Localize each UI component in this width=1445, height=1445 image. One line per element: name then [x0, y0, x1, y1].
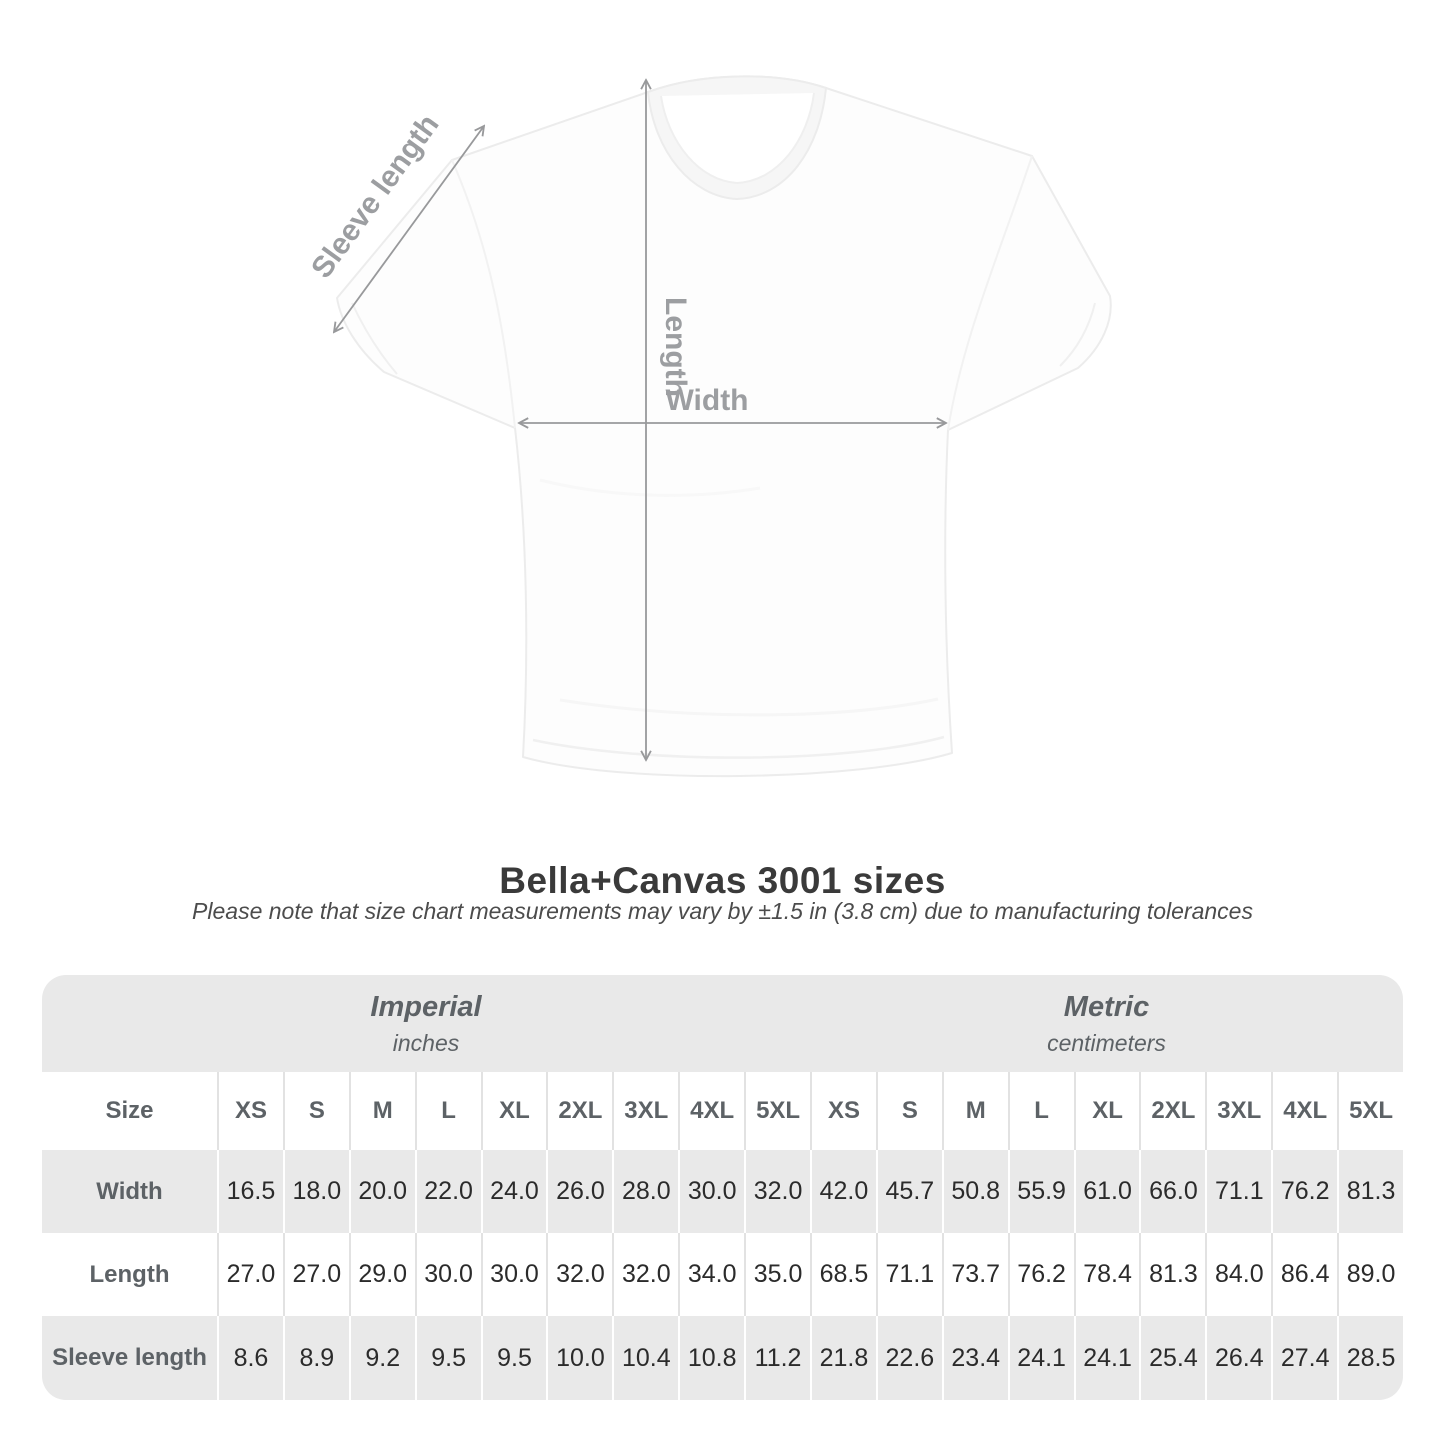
table-rows: Width 16.5 18.0 20.0 22.0 24.0 26.0 28.0 30.0 32.…	[42, 1150, 1403, 1400]
value-cell: 73.7	[941, 1233, 1008, 1316]
value-cell: 9.2	[348, 1316, 415, 1400]
value-cell: 78.4	[1073, 1233, 1140, 1316]
value-cell: 66.0	[1139, 1150, 1205, 1233]
value-cell: 9.5	[480, 1316, 547, 1400]
size-column-header: 4XL	[1271, 1072, 1337, 1150]
value-cell: 50.8	[941, 1150, 1008, 1233]
value-cell: 30.0	[480, 1233, 547, 1316]
size-column-header: XS	[217, 1072, 283, 1150]
value-cell: 26.0	[546, 1150, 612, 1233]
value-cell: 11.2	[744, 1316, 810, 1400]
size-column-header: 3XL	[612, 1072, 678, 1150]
value-cell: 24.0	[480, 1150, 547, 1233]
size-column-header: 3XL	[1205, 1072, 1271, 1150]
value-cell: 55.9	[1007, 1150, 1074, 1233]
value-cell: 42.0	[810, 1150, 876, 1233]
value-cell: 24.1	[1073, 1316, 1140, 1400]
tshirt-measurement-diagram: Sleeve length Length Width	[305, 75, 1112, 778]
value-cell: 34.0	[678, 1233, 744, 1316]
value-cell: 27.0	[217, 1233, 283, 1316]
value-cell: 30.0	[414, 1233, 481, 1316]
length-label: Length	[659, 297, 692, 397]
value-cell: 32.0	[744, 1150, 810, 1233]
size-column-header: L	[414, 1072, 481, 1150]
value-cell: 32.0	[612, 1233, 678, 1316]
value-cell: 45.7	[875, 1150, 942, 1233]
value-cell: 76.2	[1271, 1150, 1337, 1233]
size-header-row: Size XS S M L XL 2XL 3XL 4XL 5XL XS S M L XL 2XL 3XL 4XL…	[42, 1072, 1403, 1150]
row-label: Length	[89, 1260, 170, 1288]
value-cell: 86.4	[1271, 1233, 1337, 1316]
table-row: Sleeve length 8.6 8.9 9.2 9.5 9.5 10.0 10.4 10.8…	[42, 1316, 1403, 1400]
value-cell: 28.0	[612, 1150, 678, 1233]
table-row: Width 16.5 18.0 20.0 22.0 24.0 26.0 28.0 30.0 32.…	[42, 1150, 1403, 1233]
value-cell: 71.1	[1205, 1150, 1271, 1233]
value-cell: 27.0	[282, 1233, 349, 1316]
size-column-header: S	[282, 1072, 349, 1150]
value-cell: 10.8	[678, 1316, 744, 1400]
value-cell: 26.4	[1205, 1316, 1271, 1400]
measurement-arrows	[334, 80, 946, 760]
value-cell: 18.0	[282, 1150, 349, 1233]
metric-unit-label: centimeters	[1047, 1029, 1166, 1056]
size-column-header: L	[1007, 1072, 1074, 1150]
size-column-header: 5XL	[1337, 1072, 1403, 1150]
value-cell: 84.0	[1205, 1233, 1271, 1316]
size-column-header: XS	[810, 1072, 876, 1150]
value-cell: 76.2	[1007, 1233, 1074, 1316]
size-column-header: M	[348, 1072, 415, 1150]
value-cell: 25.4	[1139, 1316, 1205, 1400]
value-cell: 71.1	[875, 1233, 942, 1316]
value-cell: 89.0	[1337, 1233, 1403, 1316]
value-cell: 22.6	[875, 1316, 942, 1400]
value-cell: 22.0	[414, 1150, 481, 1233]
value-cell: 23.4	[941, 1316, 1008, 1400]
value-cell: 81.3	[1337, 1150, 1403, 1233]
value-cell: 68.5	[810, 1233, 876, 1316]
tshirt-outline	[336, 75, 1112, 778]
value-cell: 81.3	[1139, 1233, 1205, 1316]
value-cell: 27.4	[1271, 1316, 1337, 1400]
value-cell: 10.0	[546, 1316, 612, 1400]
value-cell: 28.5	[1337, 1316, 1403, 1400]
size-column-header: 5XL	[744, 1072, 810, 1150]
value-cell: 9.5	[414, 1316, 481, 1400]
size-column-title: Size	[105, 1097, 154, 1124]
size-column-header: XL	[480, 1072, 547, 1150]
row-label: Sleeve length	[52, 1344, 207, 1371]
value-cell: 21.8	[810, 1316, 876, 1400]
row-label: Width	[96, 1177, 163, 1205]
value-cell: 32.0	[546, 1233, 612, 1316]
size-column-header: 2XL	[546, 1072, 612, 1150]
value-cell: 8.6	[217, 1316, 283, 1400]
size-column-header: M	[941, 1072, 1008, 1150]
imperial-header: Imperial inches	[42, 975, 810, 1072]
sleeve-length-arrow	[334, 126, 484, 332]
metric-label: Metric	[1063, 990, 1150, 1023]
imperial-unit-label: inches	[392, 1029, 460, 1056]
value-cell: 29.0	[348, 1233, 415, 1316]
page-title: Bella+Canvas 3001 sizes	[499, 860, 946, 901]
value-cell: 61.0	[1073, 1150, 1140, 1233]
imperial-label: Imperial	[370, 990, 482, 1023]
width-label: Width	[665, 384, 748, 417]
value-cell: 35.0	[744, 1233, 810, 1316]
size-column-header: XL	[1073, 1072, 1140, 1150]
value-cell: 16.5	[217, 1150, 283, 1233]
value-cell: 20.0	[348, 1150, 415, 1233]
value-cell: 10.4	[612, 1316, 678, 1400]
unit-header-row: Imperial inches Metric centimeters	[42, 975, 1403, 1072]
value-cell: 8.9	[282, 1316, 349, 1400]
metric-header: Metric centimeters	[810, 975, 1403, 1072]
size-table: Imperial inches Metric centimeters Size …	[42, 975, 1403, 1400]
value-cell: 30.0	[678, 1150, 744, 1233]
table-row: Length 27.0 27.0 29.0 30.0 30.0 32.0 32.0 34.0 35…	[42, 1233, 1403, 1316]
size-column-header: S	[875, 1072, 942, 1150]
size-column-header: 4XL	[678, 1072, 744, 1150]
tolerance-note: Please note that size chart measurements…	[192, 898, 1253, 924]
value-cell: 24.1	[1007, 1316, 1074, 1400]
size-column-header: 2XL	[1139, 1072, 1205, 1150]
